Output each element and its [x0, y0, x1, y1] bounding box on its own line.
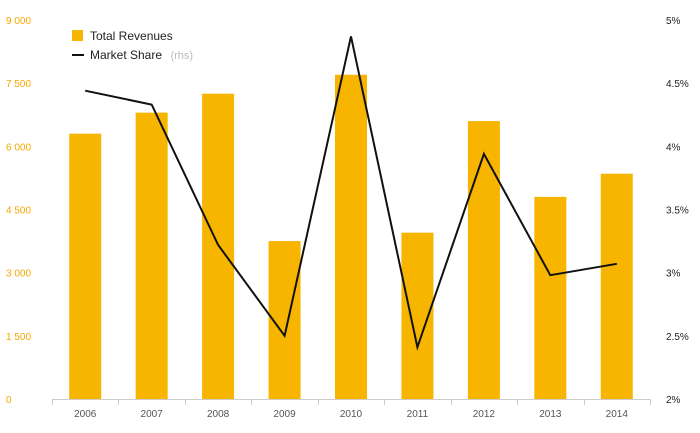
y-left-tick-label: 4 500 — [6, 206, 31, 217]
x-tick-label-2009: 2009 — [273, 409, 296, 420]
x-tick-label-2010: 2010 — [340, 409, 363, 420]
x-tick-label-2006: 2006 — [74, 409, 97, 420]
legend-label-market-share: Market Share (rhs) — [90, 46, 193, 63]
line-layer — [84, 36, 617, 351]
y-right-tick-label: 3.5% — [666, 206, 689, 217]
bar-2012 — [467, 121, 500, 400]
x-tick-label-2013: 2013 — [539, 409, 562, 420]
bars-layer — [69, 74, 633, 400]
legend-swatch-total-revenues — [72, 30, 83, 41]
legend: Total Revenues Market Share (rhs) — [72, 29, 193, 63]
x-tick-label-2011: 2011 — [407, 409, 429, 420]
x-tick-label-2008: 2008 — [207, 409, 230, 420]
bar-2014 — [600, 173, 633, 399]
y-left-tick-label: 1 500 — [6, 332, 31, 343]
y-left-tick-label: 3 000 — [6, 269, 31, 280]
y-right-tick-label: 2.5% — [666, 332, 689, 343]
x-tick-label-2012: 2012 — [473, 409, 496, 420]
legend-label-total-revenues: Total Revenues — [90, 29, 173, 43]
y-right-tick-label: 2% — [666, 395, 681, 406]
y-left-tick-label: 6 000 — [6, 142, 31, 153]
legend-label-market-share-suffix: (rhs) — [170, 50, 193, 62]
y-right-tick-label: 4.5% — [666, 79, 689, 90]
bar-2006 — [69, 133, 102, 399]
legend-label-market-share-name: Market Share — [90, 48, 162, 62]
x-tick-label-2014: 2014 — [606, 409, 629, 420]
y-right-tick-label: 5% — [666, 16, 681, 27]
y-left-tick-label: 7 500 — [6, 79, 31, 90]
y-right-tick-label: 4% — [666, 142, 681, 153]
y-left-tick-label: 0 — [6, 395, 12, 406]
bar-2013 — [534, 196, 567, 399]
bar-2007 — [135, 112, 168, 400]
axes-layer: 2006 2007 2008 2009 2010 2011 2012 2013 2014 0 1 5… — [6, 16, 689, 420]
y-left-tick-label: 9 000 — [6, 16, 31, 27]
market-share-line — [84, 36, 617, 351]
bar-2010 — [335, 74, 367, 399]
x-tick-label-2007: 2007 — [141, 409, 164, 420]
y-right-tick-label: 3% — [666, 269, 681, 280]
